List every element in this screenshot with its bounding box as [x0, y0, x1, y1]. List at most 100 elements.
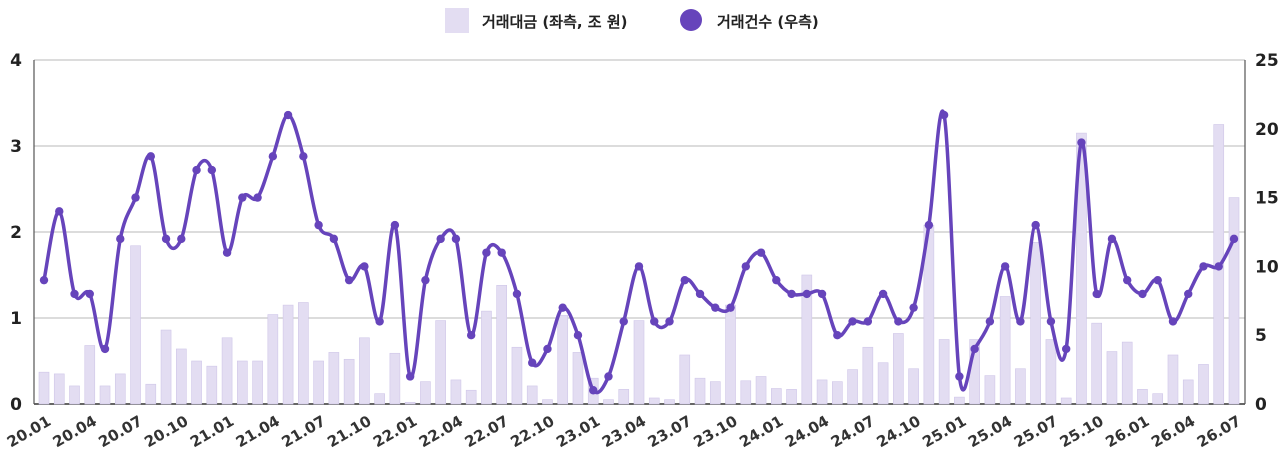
bar	[481, 310, 492, 405]
line-point	[283, 110, 293, 120]
line-point	[497, 248, 506, 257]
line-point	[1214, 262, 1223, 271]
bar	[679, 354, 691, 405]
bar	[237, 360, 248, 405]
bar	[908, 368, 919, 405]
y-tick-label-right: 25	[1255, 51, 1279, 71]
line-point	[375, 317, 384, 326]
bar	[191, 360, 202, 405]
bar	[374, 393, 385, 405]
line-point	[192, 165, 201, 175]
line-point	[55, 207, 64, 216]
bar	[267, 314, 279, 405]
x-tick-label: 20.04	[50, 412, 100, 451]
x-tick-label: 21.04	[233, 412, 283, 451]
x-tick-label: 22.04	[416, 412, 466, 451]
x-tick-label: 25.10	[1057, 412, 1107, 451]
bar	[1076, 132, 1087, 405]
legend-swatch-line	[680, 9, 702, 31]
line-point	[1016, 317, 1025, 326]
line-point	[909, 303, 918, 312]
bar	[298, 302, 309, 405]
line-point	[268, 152, 278, 161]
line-point	[116, 234, 125, 244]
line-point	[772, 275, 781, 285]
line-point	[131, 193, 140, 202]
line-point	[543, 344, 552, 354]
x-tick-label: 21.01	[187, 412, 237, 451]
bar	[1228, 197, 1240, 405]
bar	[465, 389, 477, 405]
line-point	[177, 234, 186, 244]
bar	[176, 348, 187, 405]
line-point	[1123, 275, 1132, 285]
line-point	[955, 372, 964, 381]
bar	[359, 337, 370, 405]
bar	[877, 362, 889, 405]
bar	[603, 399, 614, 405]
bar	[740, 380, 752, 405]
bar	[771, 388, 782, 405]
line-point	[1107, 234, 1117, 244]
bar	[38, 371, 50, 405]
x-tick-label: 24.04	[782, 412, 832, 451]
line-point	[634, 262, 644, 271]
line-point	[1046, 317, 1056, 326]
line-point	[741, 262, 750, 271]
bar	[984, 375, 996, 405]
bar	[1106, 351, 1118, 405]
bar	[145, 383, 157, 405]
bar	[862, 346, 874, 405]
bar	[99, 385, 111, 405]
line-point	[390, 220, 400, 230]
line-point	[726, 303, 735, 312]
bar	[801, 274, 813, 405]
bar	[252, 360, 263, 405]
y-tick-label-right: 15	[1255, 189, 1279, 209]
x-tick-label: 23.04	[599, 412, 649, 451]
line-point	[878, 289, 888, 299]
x-tick-label: 25.07	[1011, 412, 1061, 451]
bar	[618, 389, 630, 405]
line-point	[299, 152, 308, 161]
x-tick-label: 26.04	[1148, 412, 1198, 451]
line-point	[558, 303, 567, 312]
bar	[847, 369, 858, 405]
line-point	[482, 248, 491, 257]
bar	[633, 320, 645, 405]
line-point	[924, 220, 934, 230]
y-tick-label-right: 5	[1255, 326, 1267, 346]
bar	[526, 385, 538, 405]
line-point	[665, 317, 674, 326]
bar	[999, 296, 1011, 405]
bar	[1182, 379, 1194, 405]
line-point	[695, 289, 705, 299]
bar	[404, 401, 416, 405]
line-point	[329, 234, 339, 244]
bar	[206, 365, 218, 405]
bar	[709, 381, 721, 405]
line-point	[680, 275, 689, 285]
y-tick-label-right: 10	[1255, 257, 1279, 277]
bar	[496, 285, 507, 405]
x-tick-label: 24.07	[828, 412, 878, 451]
line-point	[512, 289, 522, 299]
line-point	[253, 193, 262, 202]
line-point	[817, 289, 827, 299]
bar-series	[38, 124, 1240, 405]
bar	[1137, 389, 1148, 405]
bar	[572, 352, 584, 405]
y-tick-label-left: 3	[10, 137, 22, 157]
x-tick-label: 26.01	[1102, 412, 1152, 451]
line-point	[161, 234, 171, 244]
legend: 거래대금 (좌측, 조 원) 거래건수 (우측)	[445, 8, 819, 33]
y-tick-label-left: 2	[10, 223, 22, 243]
bar	[53, 373, 65, 405]
bar	[725, 304, 736, 405]
bar	[69, 385, 80, 405]
line-point	[207, 165, 217, 175]
line-point	[711, 303, 720, 312]
line-point	[146, 152, 155, 161]
line-point	[894, 317, 903, 326]
